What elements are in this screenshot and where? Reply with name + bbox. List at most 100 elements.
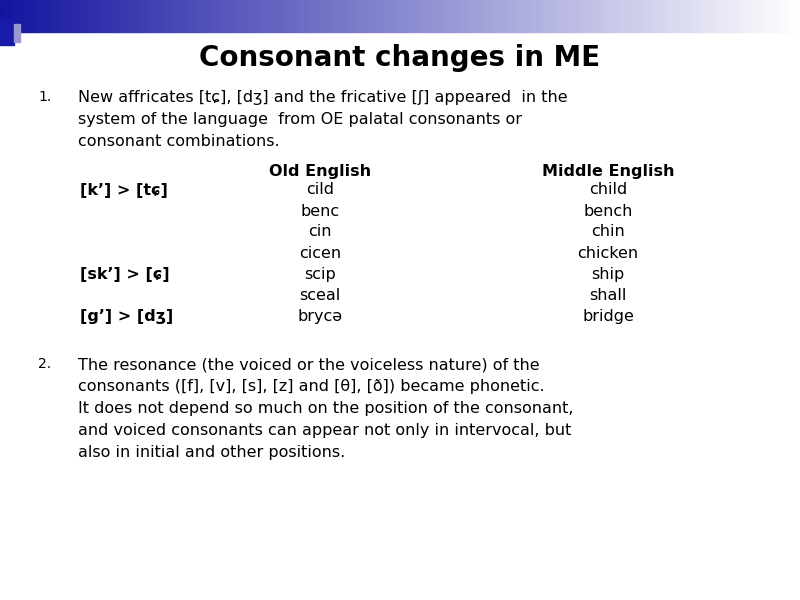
Bar <box>186 0 190 32</box>
Bar <box>78 0 80 32</box>
Bar <box>560 0 562 32</box>
Bar <box>286 0 288 32</box>
Text: Consonant changes in ME: Consonant changes in ME <box>199 44 601 72</box>
Bar <box>776 0 778 32</box>
Bar <box>498 0 502 32</box>
Bar <box>280 0 282 32</box>
Bar <box>346 0 350 32</box>
Bar <box>576 0 578 32</box>
Bar <box>26 0 30 32</box>
Bar <box>128 0 130 32</box>
Bar <box>306 0 310 32</box>
Text: benc: benc <box>301 203 339 218</box>
Bar <box>642 0 646 32</box>
Bar <box>34 0 38 32</box>
Bar <box>262 0 264 32</box>
Bar <box>282 0 286 32</box>
Bar <box>794 0 798 32</box>
Bar <box>504 0 506 32</box>
Bar <box>618 0 622 32</box>
Bar <box>168 0 170 32</box>
Bar <box>650 0 654 32</box>
Bar <box>352 0 354 32</box>
Bar <box>182 0 184 32</box>
Bar <box>670 0 672 32</box>
Bar <box>434 0 438 32</box>
Bar <box>760 0 762 32</box>
Bar <box>250 0 254 32</box>
Text: sceal: sceal <box>299 287 341 302</box>
Bar <box>542 0 544 32</box>
Bar <box>398 0 400 32</box>
Text: and voiced consonants can appear not only in intervocal, but: and voiced consonants can appear not onl… <box>78 423 571 438</box>
Bar <box>582 0 584 32</box>
Bar <box>374 0 376 32</box>
Bar <box>48 0 50 32</box>
Bar <box>200 0 202 32</box>
Bar <box>0 19 14 45</box>
Bar <box>224 0 226 32</box>
Bar <box>14 0 16 32</box>
Bar <box>266 0 270 32</box>
Bar <box>96 0 98 32</box>
Bar <box>426 0 430 32</box>
Bar <box>166 0 168 32</box>
Bar <box>786 0 790 32</box>
Bar <box>394 0 398 32</box>
Bar <box>178 0 182 32</box>
Bar <box>678 0 680 32</box>
Bar <box>704 0 706 32</box>
Bar <box>538 0 542 32</box>
Bar <box>432 0 434 32</box>
Bar <box>790 0 792 32</box>
Bar <box>86 0 88 32</box>
Bar <box>466 0 470 32</box>
Text: [g’] > [dʒ]: [g’] > [dʒ] <box>80 308 174 323</box>
Bar <box>502 0 504 32</box>
Bar <box>512 0 514 32</box>
Bar <box>302 0 304 32</box>
Bar <box>752 0 754 32</box>
Bar <box>406 0 408 32</box>
Bar <box>274 0 278 32</box>
Text: also in initial and other positions.: also in initial and other positions. <box>78 445 346 460</box>
Bar <box>152 0 154 32</box>
Bar <box>158 0 160 32</box>
Bar <box>586 0 590 32</box>
Text: chicken: chicken <box>578 245 638 260</box>
Bar <box>322 0 326 32</box>
Bar <box>718 0 720 32</box>
Bar <box>88 0 90 32</box>
Text: scip: scip <box>304 266 336 281</box>
Bar <box>702 0 704 32</box>
Bar <box>210 0 214 32</box>
Bar <box>80 0 82 32</box>
Bar <box>744 0 746 32</box>
Bar <box>170 0 174 32</box>
Text: [sk’] > [ɕ]: [sk’] > [ɕ] <box>80 266 170 281</box>
Bar <box>110 0 112 32</box>
Bar <box>446 0 448 32</box>
Bar <box>544 0 546 32</box>
Bar <box>58 0 62 32</box>
Bar <box>494 0 496 32</box>
Bar <box>610 0 614 32</box>
Bar <box>528 0 530 32</box>
Bar <box>384 0 386 32</box>
Bar <box>424 0 426 32</box>
Bar <box>674 0 678 32</box>
Bar <box>566 0 568 32</box>
Bar <box>382 0 384 32</box>
Text: child: child <box>589 182 627 197</box>
Text: New affricates [tɕ], [dʒ] and the fricative [ʃ] appeared  in the: New affricates [tɕ], [dʒ] and the fricat… <box>78 90 568 105</box>
Bar <box>592 0 594 32</box>
Bar <box>568 0 570 32</box>
Bar <box>662 0 664 32</box>
Bar <box>354 0 358 32</box>
Bar <box>626 0 630 32</box>
Bar <box>552 0 554 32</box>
Bar <box>686 0 688 32</box>
Bar <box>358 0 360 32</box>
Bar <box>14 24 20 42</box>
Bar <box>238 0 240 32</box>
